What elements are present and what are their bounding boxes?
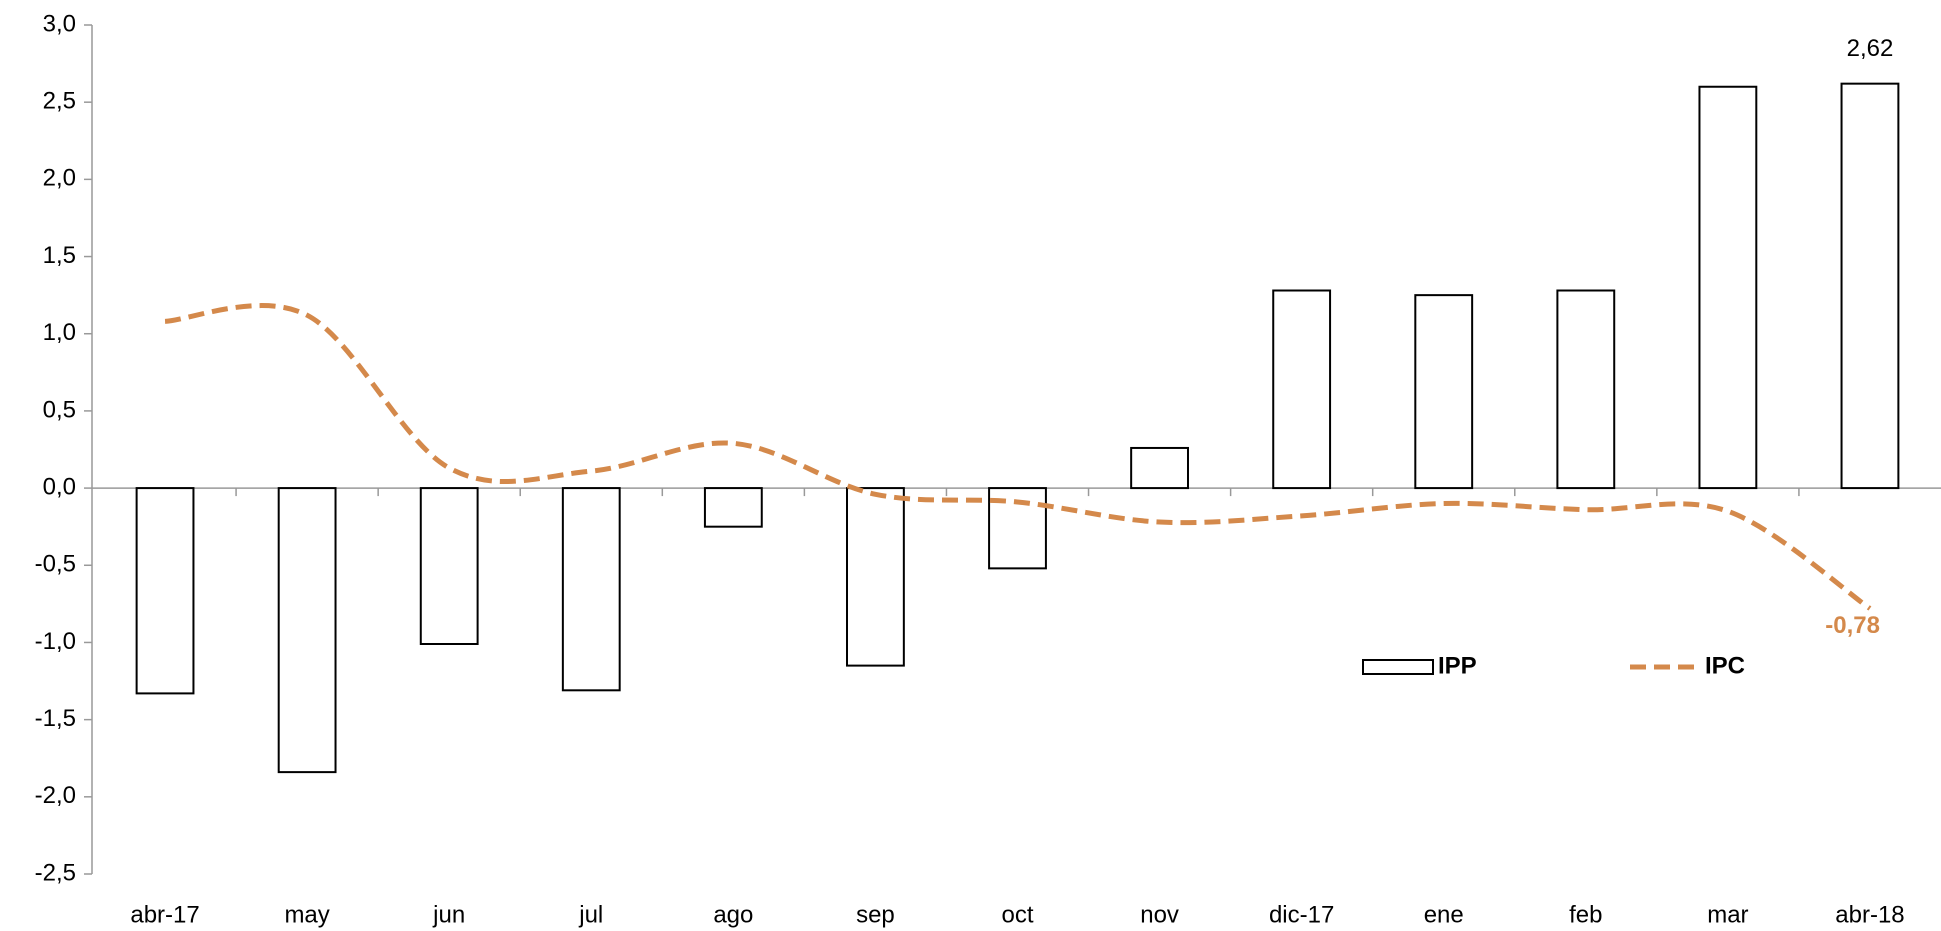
x-tick-label: nov <box>1140 901 1179 928</box>
y-tick-label: 3,0 <box>43 10 76 37</box>
bar <box>1272 289 1332 490</box>
x-tick-label: ago <box>713 901 753 928</box>
x-tick-label: may <box>284 901 329 928</box>
bar <box>703 487 763 528</box>
y-tick-label: 1,0 <box>43 319 76 346</box>
x-tick-label: feb <box>1569 901 1602 928</box>
y-tick-label: 1,5 <box>43 242 76 269</box>
bar <box>1698 85 1758 490</box>
x-tick-label: oct <box>1001 901 1033 928</box>
y-tick-label: -1,5 <box>35 705 76 732</box>
bar <box>561 487 621 692</box>
bar <box>1556 289 1616 490</box>
legend-swatch <box>1362 659 1434 675</box>
bar <box>419 487 479 645</box>
bar <box>1414 294 1474 490</box>
y-tick-label: -2,0 <box>35 782 76 809</box>
x-tick-label: jul <box>578 901 603 928</box>
y-tick-label: -1,0 <box>35 628 76 655</box>
y-tick-label: -2,5 <box>35 859 76 886</box>
x-tick-label: sep <box>856 901 895 928</box>
data-label: 2,62 <box>1847 35 1894 62</box>
bar <box>1130 446 1189 490</box>
x-tick-label: ene <box>1424 901 1464 928</box>
x-tick-label: mar <box>1707 901 1748 928</box>
y-tick-label: 0,5 <box>43 396 76 423</box>
legend-label: IPC <box>1705 652 1745 679</box>
x-tick-label: abr-17 <box>130 901 199 928</box>
bar <box>277 487 337 774</box>
bar <box>846 487 905 667</box>
y-tick-label: -0,5 <box>35 551 76 578</box>
y-tick-label: 2,0 <box>43 165 76 192</box>
x-tick-label: abr-18 <box>1835 901 1904 928</box>
legend-label: IPP <box>1438 652 1477 679</box>
x-tick-label: dic-17 <box>1269 901 1334 928</box>
data-label: -0,78 <box>1825 612 1880 639</box>
bar <box>1840 82 1900 490</box>
x-tick-label: jun <box>432 901 465 928</box>
y-tick-label: 0,0 <box>43 473 76 500</box>
line <box>164 303 1872 611</box>
bar <box>135 487 195 695</box>
y-tick-label: 2,5 <box>43 88 76 115</box>
